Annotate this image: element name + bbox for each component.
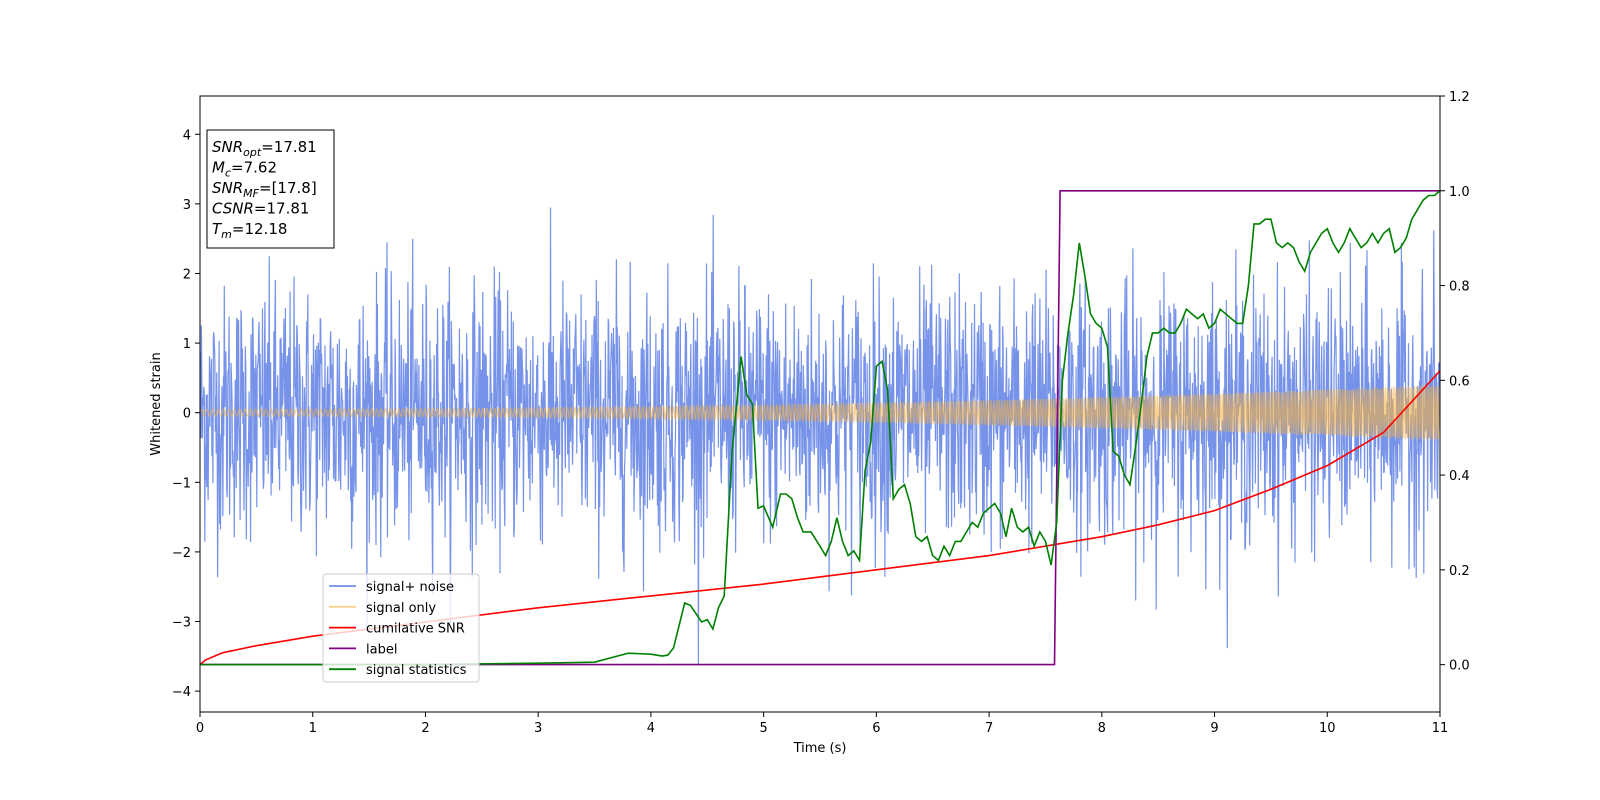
x-tick-label: 3 bbox=[534, 721, 542, 736]
y-right-tick-label: 0.2 bbox=[1449, 564, 1470, 579]
annotation-line: SNRopt=17.81 bbox=[212, 138, 317, 159]
annotation-frame bbox=[206, 129, 335, 249]
y-right-tick-label: 0.6 bbox=[1449, 374, 1470, 389]
x-tick-label: 7 bbox=[985, 721, 993, 736]
y-left-tick-label: −2 bbox=[172, 546, 191, 561]
y-left-tick-label: 2 bbox=[183, 267, 191, 282]
legend-entry: cumilative SNR bbox=[366, 622, 465, 637]
annotation-box: SNRopt=17.81Mc=7.62SNRMF=[17.8]CSNR=17.8… bbox=[206, 129, 335, 249]
x-tick-label: 1 bbox=[309, 721, 317, 736]
x-tick-label: 4 bbox=[647, 721, 655, 736]
legend-frame bbox=[322, 573, 480, 683]
legend-entry: signal+ noise bbox=[366, 580, 454, 595]
annotation-line: CSNR=17.81 bbox=[212, 200, 309, 218]
y-right-tick-label: 1.0 bbox=[1449, 185, 1470, 200]
x-axis-label: Time (s) bbox=[793, 741, 847, 756]
y-left-tick-label: −4 bbox=[172, 685, 191, 700]
x-tick-label: 10 bbox=[1319, 721, 1336, 736]
annotation-line: Tm=12.18 bbox=[212, 220, 287, 241]
legend-entry: signal statistics bbox=[366, 663, 467, 678]
series-line-2 bbox=[200, 370, 1440, 666]
y-left-tick-label: 0 bbox=[183, 407, 191, 422]
legend: signal+ noise signal only cumilative SNR la… bbox=[322, 573, 480, 683]
y-left-tick-label: −3 bbox=[172, 616, 191, 631]
x-tick-label: 11 bbox=[1432, 721, 1449, 736]
y-right-tick-label: 0.0 bbox=[1449, 659, 1470, 674]
plot-frame bbox=[199, 95, 1441, 713]
x-tick-label: 0 bbox=[196, 721, 204, 736]
series-line-0 bbox=[200, 207, 1440, 665]
series-line-4 bbox=[200, 190, 1440, 666]
series-line-3 bbox=[200, 190, 1440, 666]
y-left-tick-label: −1 bbox=[172, 476, 191, 491]
legend-entry: signal only bbox=[366, 601, 436, 616]
y-left-tick-label: 4 bbox=[183, 128, 191, 143]
y-left-tick-label: 1 bbox=[183, 337, 191, 352]
x-tick-label: 5 bbox=[759, 721, 767, 736]
annotation-line: Mc=7.62 bbox=[212, 159, 277, 180]
series-line-1 bbox=[200, 385, 1440, 441]
y-axis-label: Whitened strain bbox=[149, 352, 164, 455]
y-left-tick-label: 3 bbox=[183, 198, 191, 213]
x-tick-label: 8 bbox=[1098, 721, 1106, 736]
y-right-tick-label: 1.2 bbox=[1449, 90, 1470, 105]
x-tick-label: 9 bbox=[1210, 721, 1218, 736]
legend-entry: label bbox=[366, 642, 397, 657]
y-right-tick-label: 0.8 bbox=[1449, 280, 1470, 295]
y-right-tick-label: 0.4 bbox=[1449, 469, 1470, 484]
annotation-line: SNRMF=[17.8] bbox=[212, 179, 317, 200]
x-tick-label: 6 bbox=[872, 721, 880, 736]
x-tick-label: 2 bbox=[421, 721, 429, 736]
